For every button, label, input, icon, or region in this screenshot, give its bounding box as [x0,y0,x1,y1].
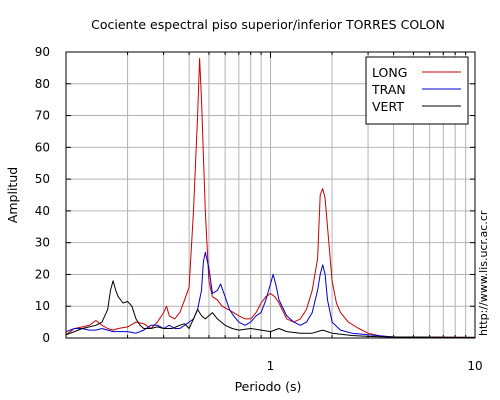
y-tick-labels: 0 10 20 30 40 50 60 70 80 90 [35,45,50,345]
legend-label-long: LONG [372,65,407,80]
y-tick-label: 0 [42,331,50,345]
y-tick-label: 30 [35,236,50,250]
series-line-vert [66,280,475,338]
y-tick-label: 80 [35,77,50,91]
y-tick-label: 60 [35,140,50,154]
y-tick-label: 20 [35,267,50,281]
series-line-long [66,57,475,338]
y-tick-label: 10 [35,299,50,313]
legend: LONG TRAN VERT [365,56,469,125]
plot-frame [65,51,476,339]
y-tick-label: 40 [35,204,50,218]
x-axis-label: Periodo (s) [235,379,302,394]
grid [66,52,475,338]
series-lines [66,57,475,338]
x-tick-label: 1 [267,359,275,373]
y-tick-label: 90 [35,45,50,59]
y-tick-label: 50 [35,172,50,186]
chart-title: Cociente espectral piso superior/inferio… [91,17,445,32]
y-axis-label: Amplitud [5,167,20,223]
legend-label-vert: VERT [372,99,404,114]
credit-url: http://www.lis.ucr.ac.cr [477,210,490,336]
x-tick-labels: 1 10 [267,359,483,373]
legend-label-tran: TRAN [371,82,406,97]
y-tick-label: 70 [35,109,50,123]
series-line-tran [66,251,475,338]
legend-box [365,56,469,125]
x-tick-label: 10 [467,359,482,373]
